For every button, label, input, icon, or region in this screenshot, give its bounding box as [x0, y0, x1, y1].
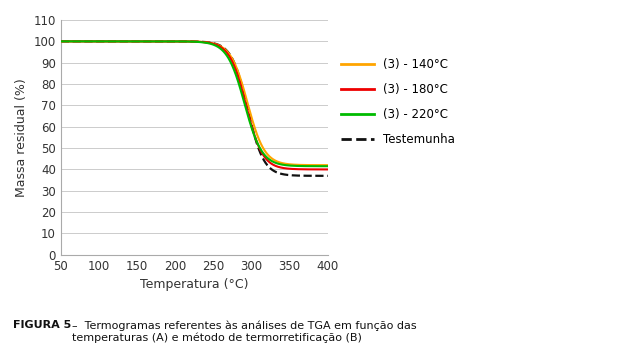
Text: –  Termogramas referentes às análises de TGA em função das
temperaturas (A) e mé: – Termogramas referentes às análises de … [72, 320, 417, 343]
Legend: (3) - 140°C, (3) - 180°C, (3) - 220°C, Testemunha: (3) - 140°C, (3) - 180°C, (3) - 220°C, T… [336, 54, 460, 151]
Text: FIGURA 5: FIGURA 5 [13, 320, 71, 330]
X-axis label: Temperatura (°C): Temperatura (°C) [140, 278, 249, 291]
Y-axis label: Massa residual (%): Massa residual (%) [15, 78, 28, 197]
